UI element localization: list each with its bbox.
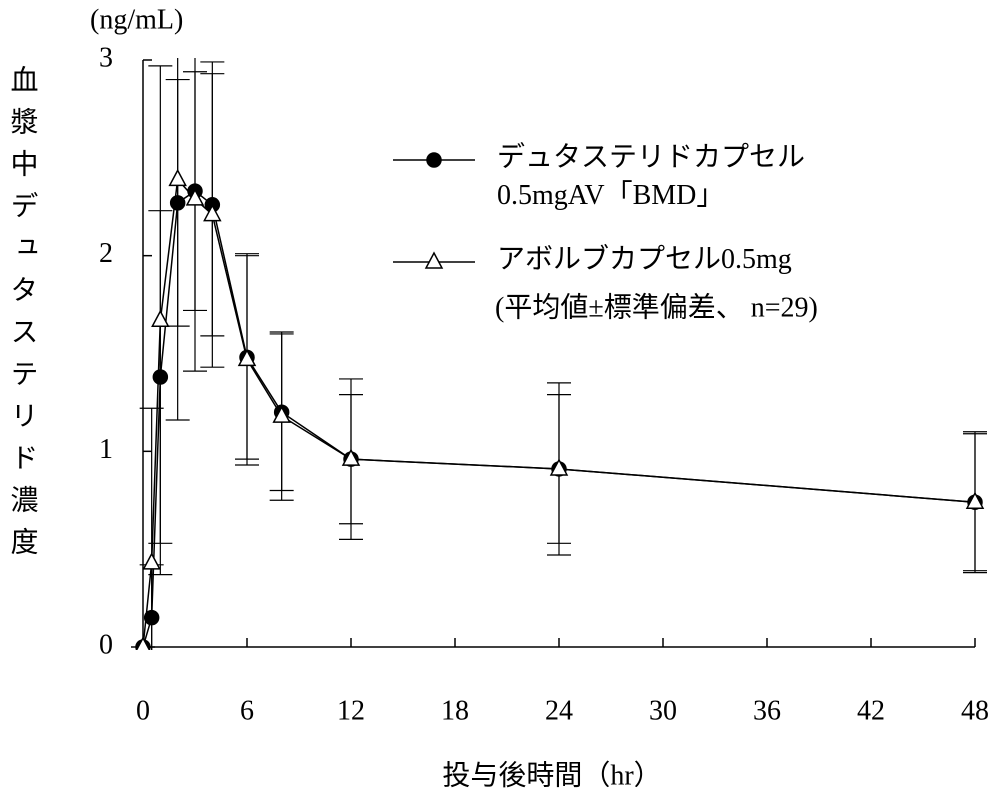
legend-label-line: 0.5mgAV「BMD」 <box>497 179 724 211</box>
y-tick-label: 2 <box>99 238 113 269</box>
legend-label: アボルブカプセル0.5mg <box>497 243 792 275</box>
x-axis-label: 投与後時間（hr） <box>442 759 661 791</box>
plot-area <box>131 58 987 650</box>
marker <box>203 203 222 222</box>
x-tick-label: 48 <box>961 695 989 726</box>
x-tick-label: 30 <box>649 695 677 726</box>
marker <box>424 251 444 269</box>
x-tick-label: 18 <box>441 695 469 726</box>
legend-label: デュタステリドカプセル 0.5mgAV「BMD」 <box>497 141 805 211</box>
marker <box>549 458 569 476</box>
y-tick-label: 1 <box>99 434 113 465</box>
marker <box>142 552 161 570</box>
marker <box>168 168 187 187</box>
x-tick-label: 6 <box>240 695 254 726</box>
x-tick-label: 42 <box>857 695 885 726</box>
marker <box>135 636 151 650</box>
x-tick-label: 12 <box>337 695 365 726</box>
marker <box>185 188 205 206</box>
legend-label-line: アボルブカプセル0.5mg <box>497 243 792 275</box>
y-axis-label: 血漿中デュタステリド濃度 <box>7 65 39 569</box>
y-tick-label: 3 <box>99 42 113 73</box>
y-unit: (ng/mL) <box>90 4 183 35</box>
marker <box>169 195 186 211</box>
marker <box>965 491 985 509</box>
y-tick-label: 0 <box>99 629 113 660</box>
legend-label-line: デュタステリドカプセル <box>497 141 805 173</box>
marker <box>152 369 169 385</box>
x-tick-label: 24 <box>545 695 573 726</box>
annotation: (平均値±標準偏差、 n=29) <box>495 291 818 323</box>
marker <box>426 152 442 168</box>
marker <box>151 309 170 327</box>
marker <box>272 405 291 423</box>
x-tick-label: 36 <box>753 695 781 726</box>
marker <box>143 609 160 626</box>
marker <box>341 448 361 466</box>
marker <box>237 348 257 367</box>
x-tick-label: 0 <box>136 695 150 726</box>
